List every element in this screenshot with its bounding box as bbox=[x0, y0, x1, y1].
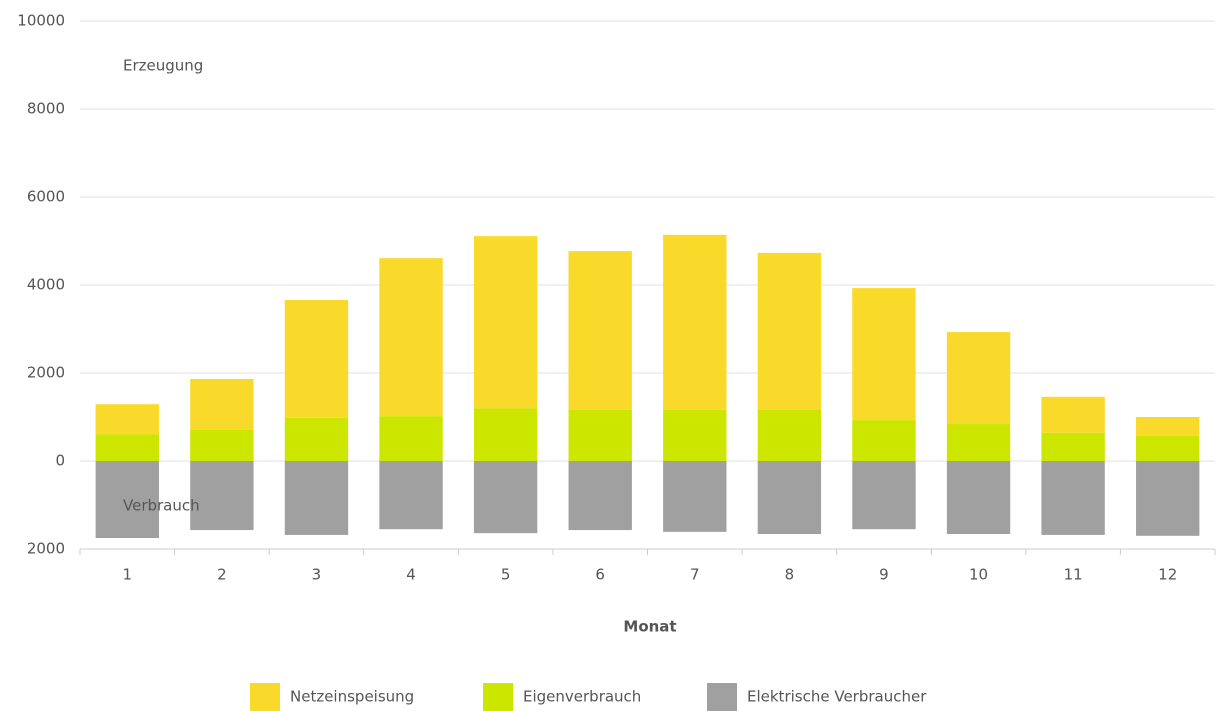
bar-segment bbox=[190, 378, 254, 430]
x-tick-label: 11 bbox=[1064, 566, 1083, 584]
y-tick-label: 10000 bbox=[17, 12, 65, 30]
annotation: Erzeugung bbox=[123, 57, 203, 75]
bar-segment bbox=[852, 461, 916, 530]
bar-segment bbox=[1136, 435, 1200, 461]
x-axis-title: Monat bbox=[623, 618, 676, 636]
bar-segment bbox=[663, 409, 727, 461]
x-tick-label: 5 bbox=[501, 566, 511, 584]
bar-segment bbox=[379, 416, 443, 461]
x-tick-label: 4 bbox=[406, 566, 416, 584]
bar-segment bbox=[757, 252, 822, 410]
bar-segment bbox=[852, 288, 916, 421]
bar-segment bbox=[946, 332, 1011, 425]
y-tick-label: 2000 bbox=[27, 540, 65, 558]
x-tick-label: 3 bbox=[312, 566, 322, 584]
y-tick-label: 2000 bbox=[27, 364, 65, 382]
bar-segment bbox=[284, 461, 349, 535]
bar-segment bbox=[473, 236, 538, 409]
legend-label: Eigenverbrauch bbox=[523, 688, 641, 706]
bar-segment bbox=[757, 409, 822, 461]
y-tick-label: 4000 bbox=[27, 276, 65, 294]
annotation: Verbrauch bbox=[123, 497, 200, 515]
bar-segment bbox=[946, 461, 1011, 535]
bar-segment bbox=[946, 424, 1011, 461]
y-tick-label: 6000 bbox=[27, 188, 65, 206]
bar-segment bbox=[663, 234, 727, 410]
y-tick-label: 8000 bbox=[27, 100, 65, 118]
x-tick-label: 1 bbox=[123, 566, 133, 584]
bar-segment bbox=[284, 417, 349, 461]
x-tick-label: 9 bbox=[879, 566, 889, 584]
bar-segment bbox=[1041, 396, 1105, 433]
bar-segment bbox=[379, 258, 443, 417]
bar-segment bbox=[852, 420, 916, 461]
x-tick-label: 6 bbox=[595, 566, 605, 584]
x-tick-label: 2 bbox=[217, 566, 227, 584]
bar-segment bbox=[1041, 432, 1105, 461]
bar-segment bbox=[1136, 461, 1200, 536]
x-tick-label: 7 bbox=[690, 566, 700, 584]
legend-swatch bbox=[250, 683, 280, 711]
x-tick-label: 8 bbox=[785, 566, 795, 584]
bar-segment bbox=[95, 434, 159, 461]
legend-swatch bbox=[707, 683, 737, 711]
bar-segment bbox=[190, 461, 254, 531]
bar-segment bbox=[1136, 417, 1200, 436]
y-tick-label: 0 bbox=[55, 452, 65, 470]
bar-segment bbox=[568, 461, 632, 531]
bar-segment bbox=[473, 408, 538, 461]
bar-segment bbox=[284, 299, 349, 418]
legend-swatch bbox=[483, 683, 513, 711]
legend-label: Netzeinspeisung bbox=[290, 688, 414, 706]
bar-segment bbox=[190, 429, 254, 461]
x-tick-label: 10 bbox=[969, 566, 988, 584]
bar-segment bbox=[568, 251, 632, 410]
bar-segment bbox=[95, 461, 159, 538]
x-tick-label: 12 bbox=[1158, 566, 1177, 584]
legend-label: Elektrische Verbraucher bbox=[747, 688, 927, 706]
bar-segment bbox=[1041, 461, 1105, 535]
bar-segment bbox=[473, 461, 538, 534]
bar-segment bbox=[663, 461, 727, 532]
bar-segment bbox=[757, 461, 822, 535]
bar-segment bbox=[379, 461, 443, 530]
bar-segment bbox=[95, 404, 159, 435]
bar-segment bbox=[568, 409, 632, 461]
